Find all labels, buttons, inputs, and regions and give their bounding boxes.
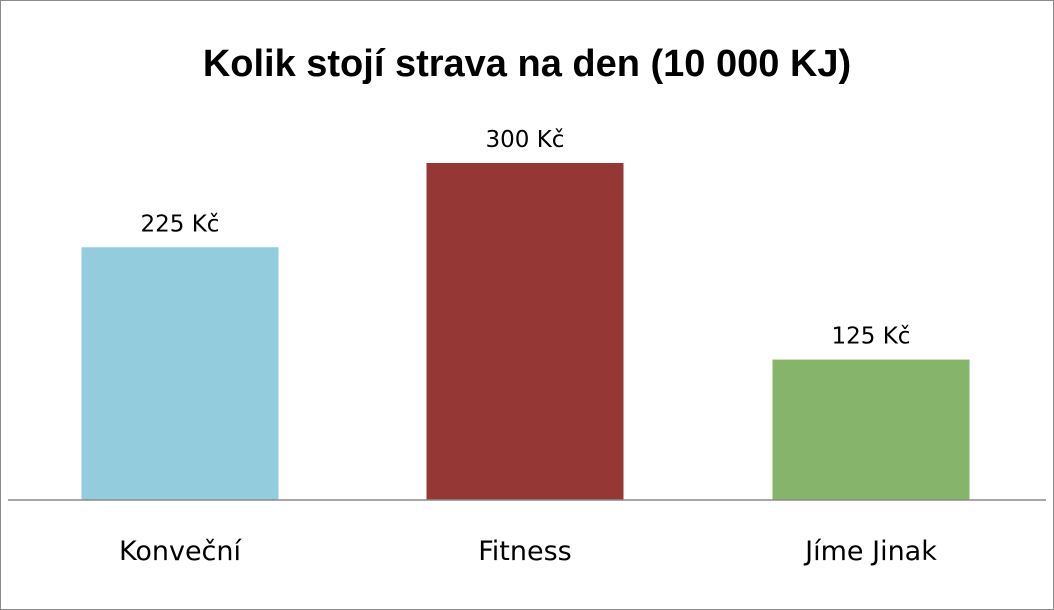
labels-group: 225 Kč Konveční 300 Kč Fitness 125 Kč Jíme Ji… (119, 127, 937, 567)
data-label-1: 225 Kč (141, 211, 220, 237)
data-label-2: 300 Kč (486, 127, 565, 153)
bar-2 (426, 163, 624, 500)
bar-1 (81, 247, 279, 500)
bars-group (81, 163, 970, 500)
chart-title: Kolik stojí strava na den (10 000 KJ) (203, 43, 851, 85)
category-label-2: Fitness (478, 536, 572, 567)
data-label-3: 125 Kč (832, 324, 911, 350)
bar-3 (772, 359, 970, 500)
category-label-1: Konveční (119, 536, 243, 567)
category-label-3: Jíme Jinak (803, 536, 937, 567)
